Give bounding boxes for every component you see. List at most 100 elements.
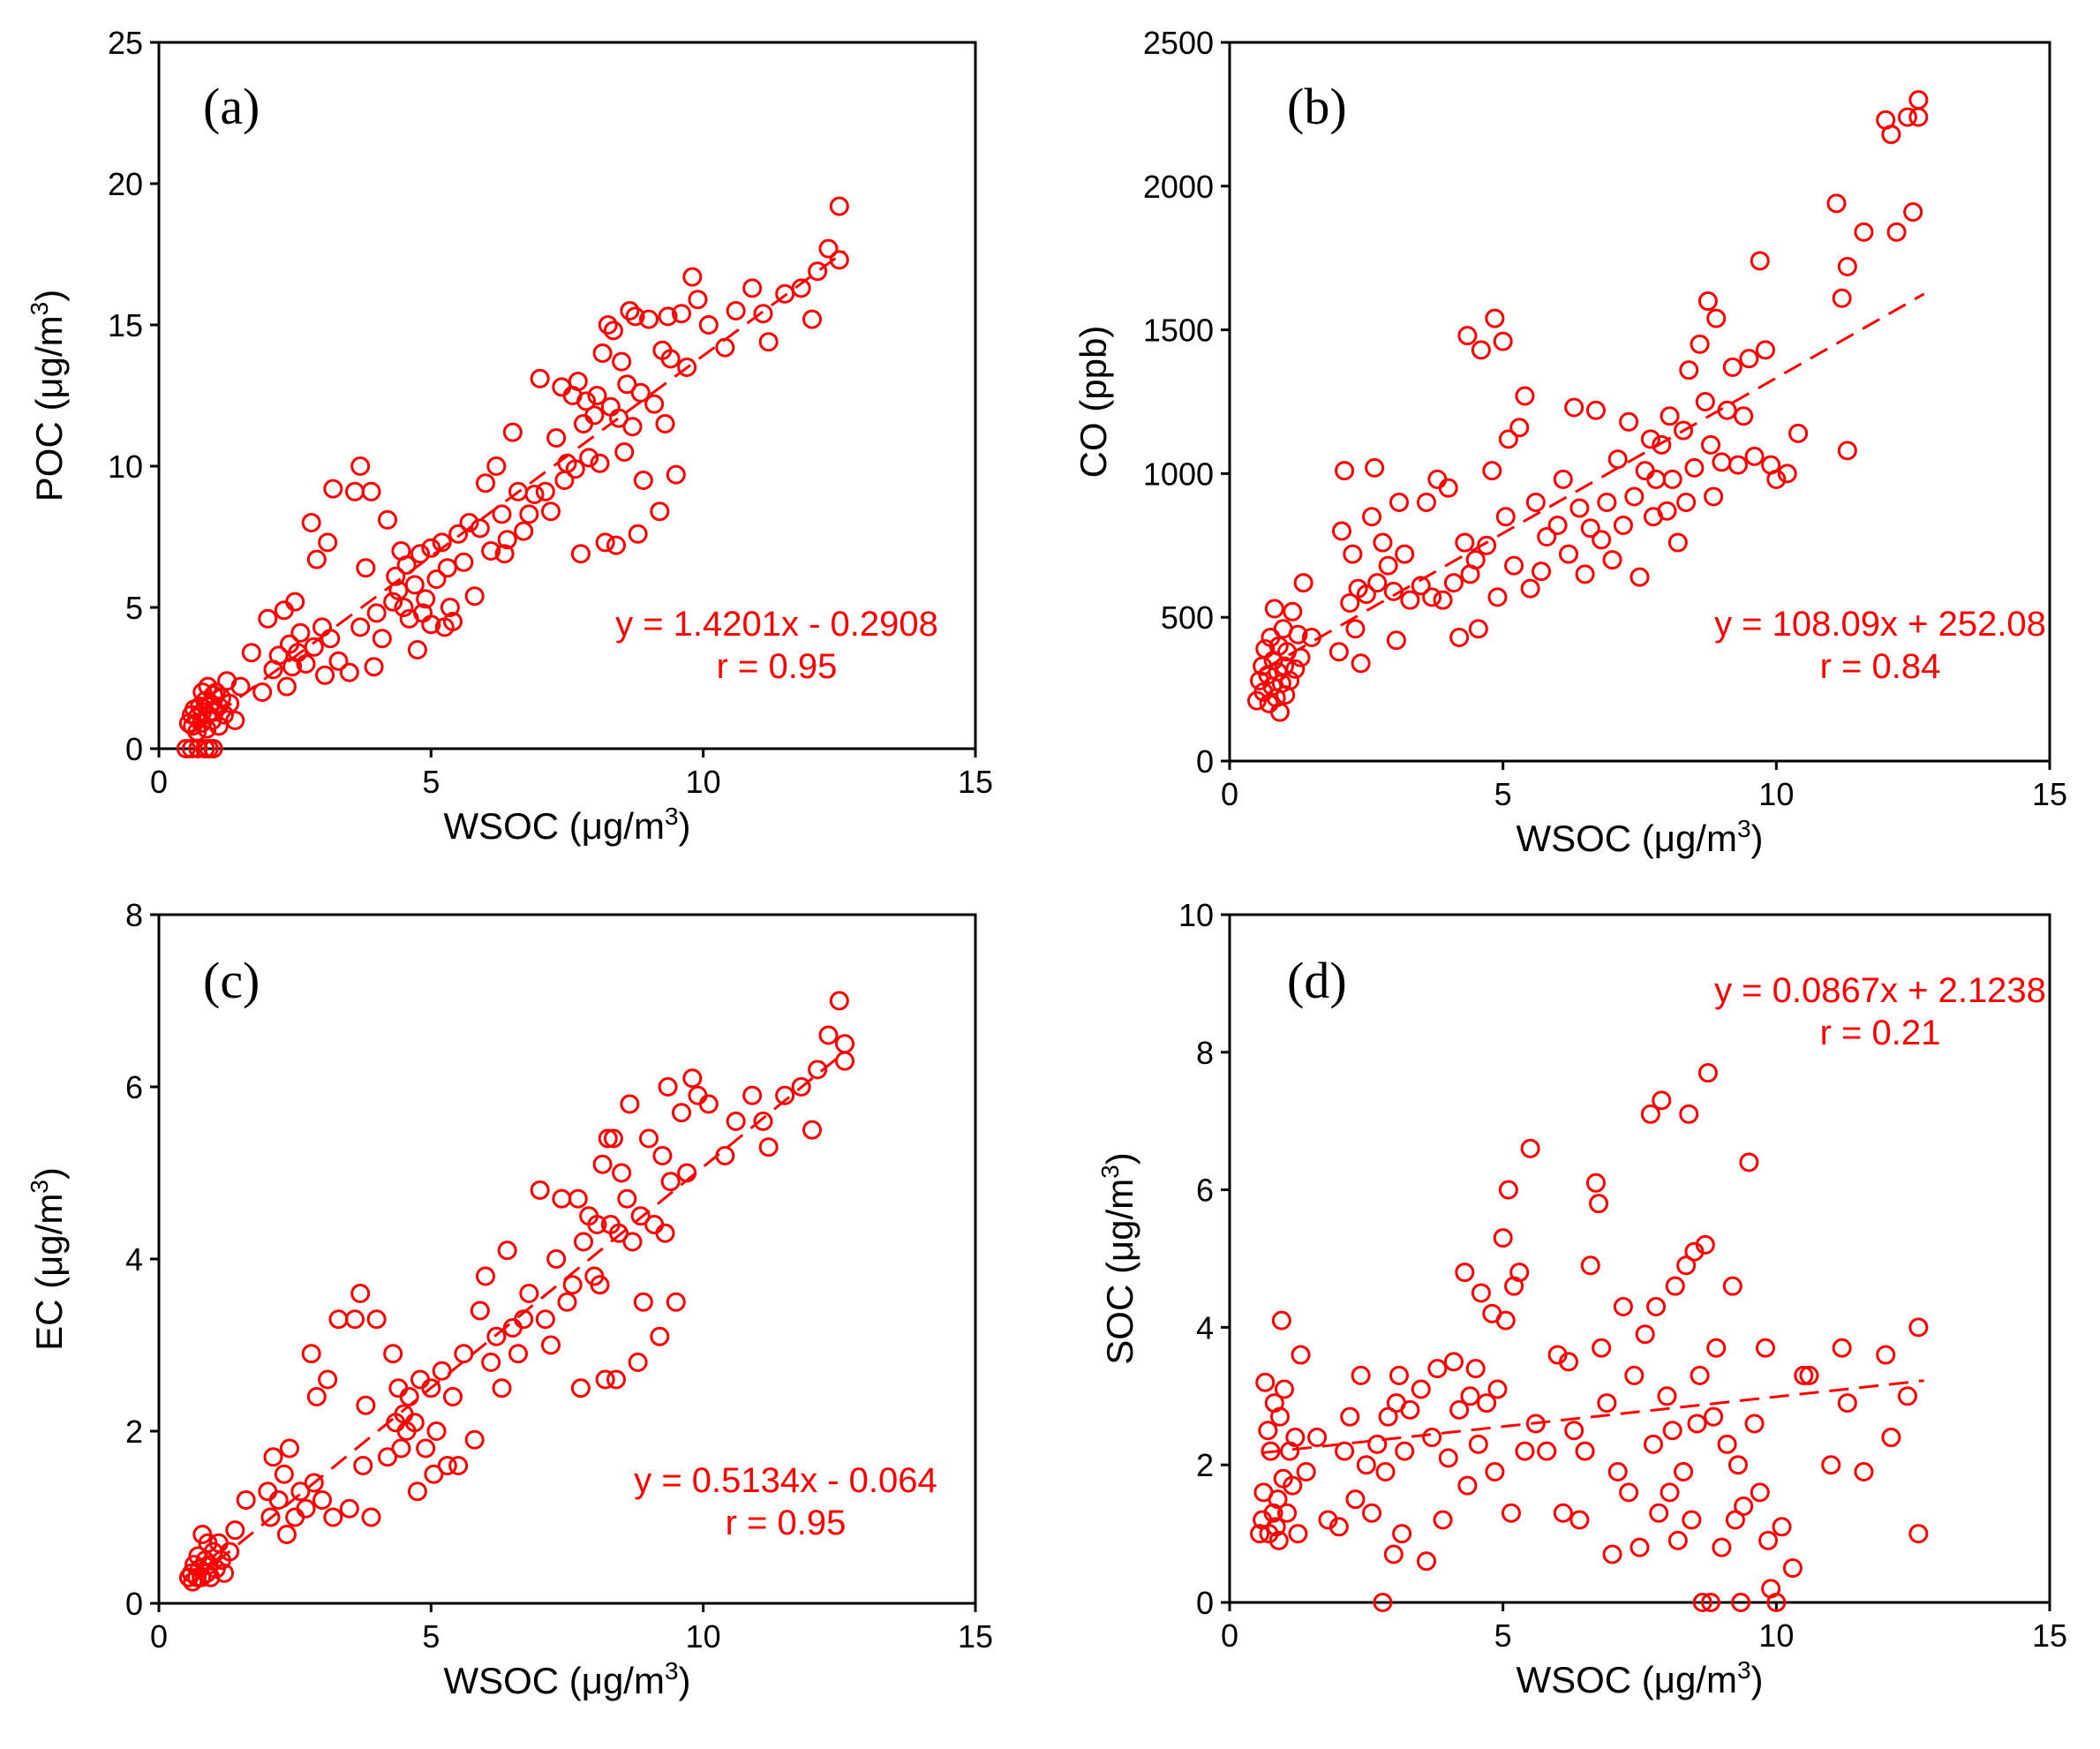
x-axis-label-d-text: WSOC (μg/m (1516, 1659, 1737, 1700)
data-point (454, 552, 474, 572)
data-point (1662, 1421, 1682, 1441)
data-point (1433, 1510, 1453, 1530)
data-point (546, 1249, 567, 1269)
data-point (652, 1146, 673, 1165)
data-point (356, 1395, 376, 1415)
data-point (396, 555, 417, 575)
data-point (1589, 1194, 1609, 1214)
data-point (1706, 308, 1727, 328)
data-point (587, 386, 607, 405)
data-point (633, 471, 653, 490)
data-point (1367, 573, 1388, 593)
data-point (655, 414, 675, 433)
data-point (1602, 1544, 1622, 1564)
data-point (535, 481, 555, 501)
y-tick-label-c: 2 (125, 1414, 143, 1450)
data-point (1495, 507, 1516, 527)
data-point (1443, 1352, 1464, 1372)
data-point (829, 250, 849, 270)
data-point (1493, 331, 1513, 351)
data-point (476, 1266, 495, 1286)
y-axis-label-a: POC (μg/m3) (26, 290, 70, 501)
data-point (1471, 1283, 1491, 1303)
data-point (407, 1481, 427, 1502)
data-point (188, 739, 208, 758)
data-point (1881, 1428, 1901, 1448)
data-point (1646, 469, 1667, 489)
data-point (1607, 1461, 1628, 1481)
data-point (1727, 455, 1748, 475)
data-point (612, 1163, 632, 1183)
data-point (622, 417, 643, 437)
data-point (808, 1059, 828, 1080)
data-point (296, 1498, 316, 1519)
data-point (481, 1353, 501, 1372)
data-point (258, 1481, 278, 1502)
data-point (1283, 601, 1303, 622)
data-point (835, 1051, 854, 1071)
data-point (301, 513, 321, 532)
y-tick-label-b: 1500 (1143, 313, 1214, 349)
data-point (1619, 1482, 1639, 1503)
data-point (318, 532, 338, 553)
data-point (1268, 1530, 1289, 1550)
data-point (1468, 619, 1488, 639)
data-point (1602, 550, 1622, 570)
data-point (1690, 1365, 1710, 1385)
data-point (1504, 555, 1524, 576)
data-point (372, 629, 392, 649)
data-point (1679, 1104, 1699, 1124)
y-axis-label-a-close: ) (28, 290, 70, 302)
data-point (1471, 340, 1491, 360)
data-point (1427, 1359, 1448, 1379)
data-point (208, 716, 229, 736)
data-point (1676, 1255, 1697, 1276)
x-tick-label-d: 0 (1221, 1617, 1238, 1654)
data-point (268, 645, 289, 666)
data-point (688, 1085, 708, 1105)
data-point (1635, 1324, 1655, 1345)
data-point (1607, 449, 1628, 470)
data-point (576, 391, 597, 411)
data-point (470, 518, 490, 539)
data-point (1416, 1551, 1436, 1572)
data-point (492, 1378, 512, 1398)
data-point (1772, 1517, 1792, 1537)
data-point (715, 337, 735, 358)
data-point (682, 1068, 703, 1089)
y-axis-label-b: CO (ppb) (1073, 326, 1114, 479)
data-point (1697, 1063, 1718, 1083)
data-point (391, 1438, 411, 1459)
data-point (1283, 1475, 1303, 1496)
data-point (1532, 562, 1552, 582)
data-point (677, 358, 697, 377)
data-point (426, 569, 447, 589)
data-point (432, 1361, 452, 1381)
x-tick-label-d: 15 (2032, 1617, 2067, 1654)
data-point (301, 1344, 321, 1364)
panel-label-c: (c) (203, 952, 260, 1009)
data-point (1701, 1593, 1721, 1612)
data-point (603, 320, 623, 341)
data-point (574, 1232, 593, 1252)
data-point (203, 739, 223, 758)
data-point (388, 1378, 409, 1398)
data-point (802, 1120, 822, 1140)
y-axis-label-c: EC (μg/m3) (26, 1167, 70, 1351)
data-point (1296, 1461, 1316, 1481)
data-point (568, 372, 588, 391)
data-point (1477, 1393, 1497, 1414)
data-point (660, 349, 681, 369)
data-point (1477, 535, 1497, 555)
x-axis-label-d-superscript: 3 (1737, 1656, 1751, 1684)
data-point (541, 1335, 561, 1355)
data-point (345, 481, 365, 501)
data-point (1264, 599, 1284, 619)
regression-equation-c: y = 0.5134x - 0.064 (634, 1461, 937, 1500)
y-tick-label-c: 8 (125, 897, 143, 933)
data-point (519, 504, 539, 524)
data-point (1619, 411, 1639, 432)
y-tick-label-b: 2000 (1143, 169, 1214, 205)
data-point (612, 351, 632, 372)
y-tick-label-d: 6 (1196, 1172, 1214, 1209)
